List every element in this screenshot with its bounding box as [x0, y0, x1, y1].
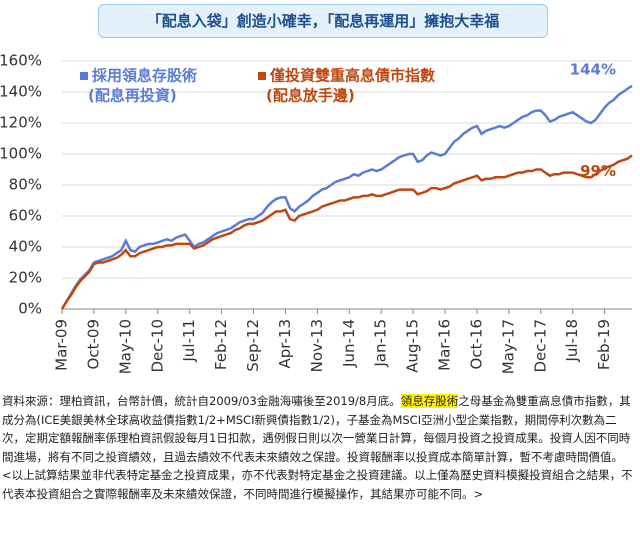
legend-label: 僅投資雙重高息債市指數: [269, 67, 435, 85]
series-line: [60, 154, 633, 310]
y-tick-label: 20%: [9, 269, 42, 287]
x-tick-label: Oct-09: [84, 319, 102, 369]
end-annotation: 144%: [570, 60, 616, 78]
y-tick-label: 80%: [9, 176, 42, 194]
y-tick-label: 0%: [18, 300, 42, 318]
x-tick-label: Oct-16: [467, 319, 485, 369]
x-tick-label: Jul-18: [563, 319, 581, 363]
footnote-highlight: 領息存股術: [400, 394, 459, 408]
x-tick-label: May-17: [499, 319, 517, 374]
y-tick-label: 120%: [0, 114, 42, 132]
header-title: 「配息入袋」創造小確幸，「配息再運用」擁抱大幸福: [98, 4, 548, 38]
x-tick-label: Aug-15: [404, 319, 422, 373]
y-tick-label: 100%: [0, 145, 42, 163]
legend-label: 採用領息存股術: [92, 67, 197, 85]
x-tick-label: Apr-13: [276, 319, 294, 369]
y-tick-label: 40%: [9, 238, 42, 256]
x-tick-label: Dec-10: [148, 319, 166, 373]
y-tick-label: 140%: [0, 83, 42, 101]
chart: 0% 20% 40% 60% 80% 100% 120% 140% 160% Mar-09 Oct-…: [0, 52, 633, 374]
x-tick-label: Dec-17: [531, 319, 549, 373]
y-tick-label: 160%: [0, 52, 42, 70]
x-tick-label: Sep-12: [244, 319, 262, 372]
x-tick-label: Nov-13: [308, 319, 326, 372]
legend-note: (配息放手邊): [266, 87, 355, 105]
end-annotation: 99%: [580, 162, 616, 180]
footnote: 資料來源：理柏資訊，台幣計價，統計自2009/03金融海嘯後至2019/8月底。…: [2, 392, 636, 503]
legend-swatch: [80, 72, 88, 80]
x-tick-label: Feb-12: [212, 319, 230, 370]
x-tick-label: Jun-14: [340, 319, 358, 368]
x-tick-label: Jan-15: [372, 319, 390, 368]
x-tick-label: Feb-19: [595, 319, 613, 370]
series-line: [60, 84, 633, 310]
x-tick-label: Mar-09: [53, 319, 71, 371]
x-tick-label: Mar-16: [436, 319, 454, 371]
x-tick-label: Jul-11: [180, 319, 198, 363]
x-tick-label: May-10: [116, 319, 134, 374]
footnote-text: 之母基金為雙重高息債市指數，其成分為(ICE美銀美林全球高收益債指數1/2+MS…: [2, 394, 633, 501]
legend-note: (配息再投資): [88, 87, 177, 105]
y-tick-label: 60%: [9, 207, 42, 225]
legend-swatch: [258, 72, 266, 80]
footnote-text: 資料來源：理柏資訊，台幣計價，統計自2009/03金融海嘯後至2019/8月底。: [2, 394, 401, 408]
